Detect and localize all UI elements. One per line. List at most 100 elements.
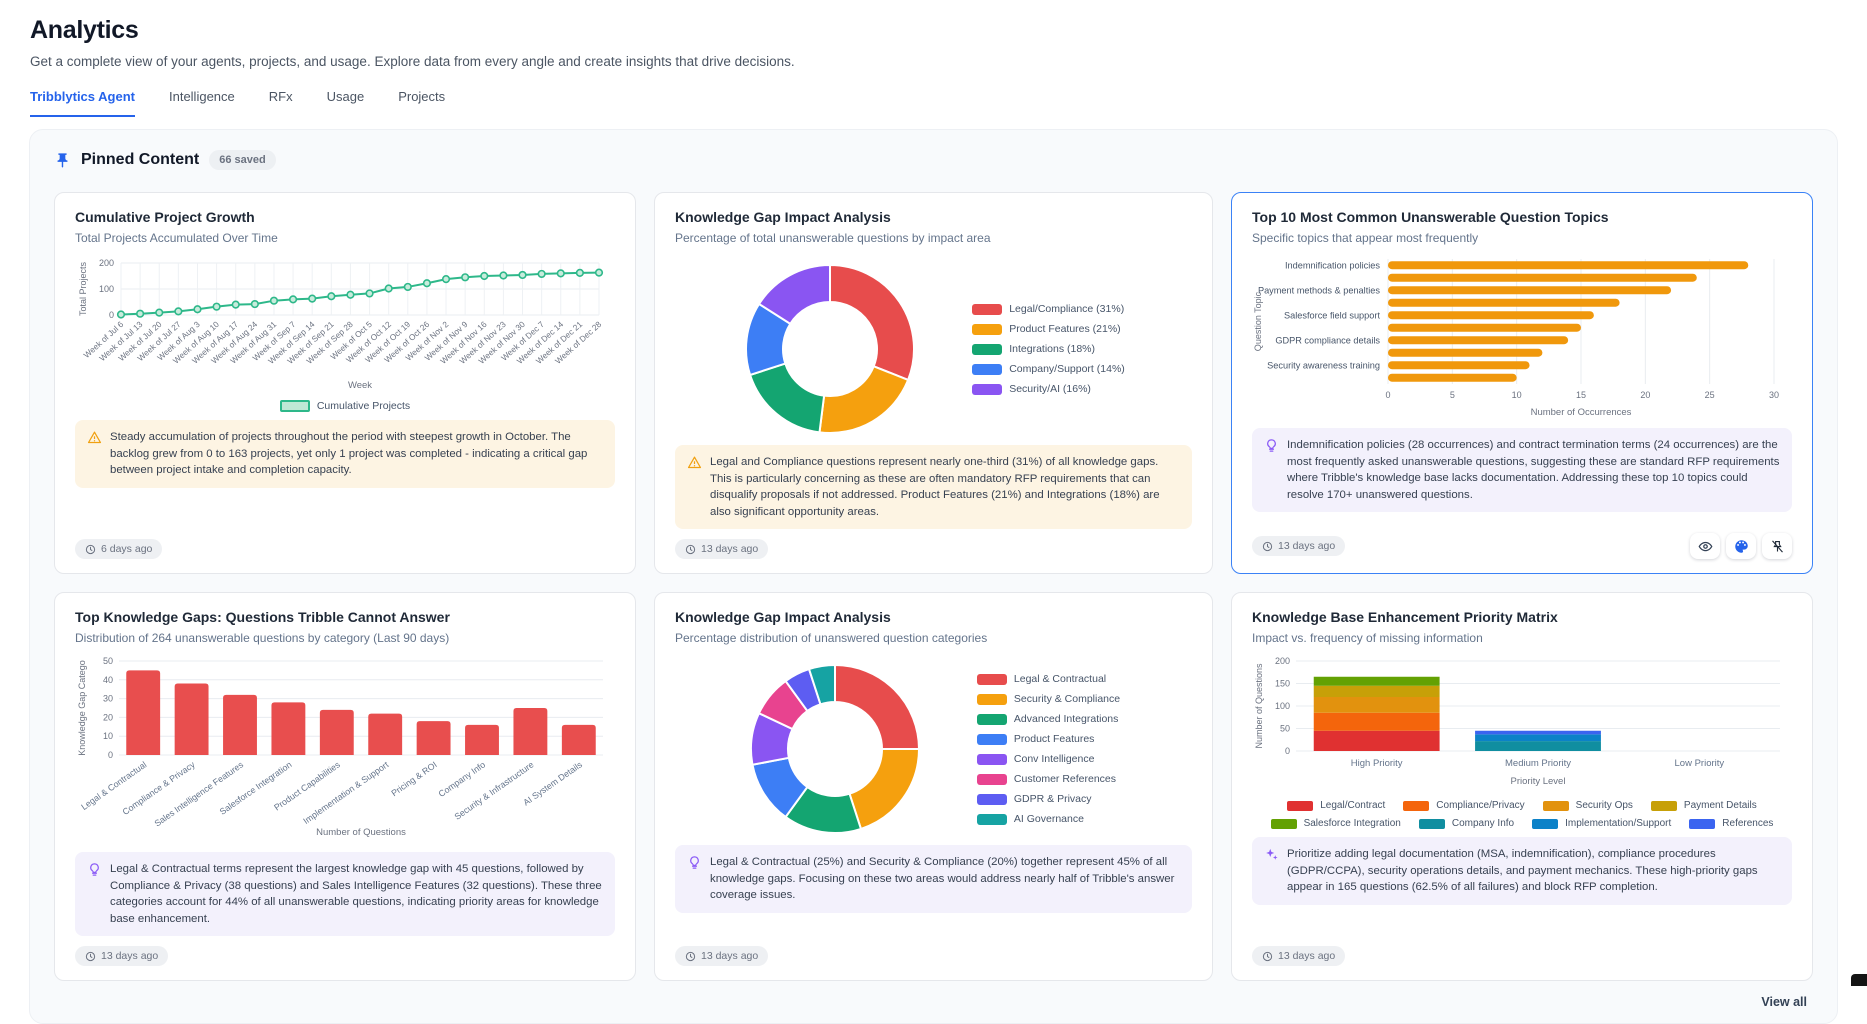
svg-text:High Priority: High Priority bbox=[1351, 758, 1403, 769]
svg-text:0: 0 bbox=[108, 750, 113, 760]
lightbulb-icon bbox=[87, 862, 102, 877]
insight-text: Prioritize adding legal documentation (M… bbox=[1287, 848, 1758, 894]
sparkles-icon bbox=[1264, 847, 1279, 862]
svg-text:GDPR compliance details: GDPR compliance details bbox=[1275, 335, 1380, 345]
svg-text:0: 0 bbox=[1385, 390, 1390, 400]
insight-text: Steady accumulation of projects througho… bbox=[110, 431, 588, 477]
svg-text:Salesforce field support: Salesforce field support bbox=[1284, 310, 1380, 320]
tab-intelligence[interactable]: Intelligence bbox=[168, 89, 235, 104]
card-knowledge-gap-impact-analysis[interactable]: Knowledge Gap Impact Analysis Percentage… bbox=[654, 192, 1213, 575]
pinned-content-header: Pinned Content 66 saved bbox=[54, 150, 1813, 170]
pinned-cards-grid: Cumulative Project Growth Total Projects… bbox=[54, 192, 1813, 982]
card-title: Top 10 Most Common Unanswerable Question… bbox=[1252, 209, 1609, 225]
card-footer: 13 days ago bbox=[675, 936, 1192, 967]
svg-text:10: 10 bbox=[103, 731, 113, 741]
svg-text:Knowledge Gap Catego: Knowledge Gap Catego bbox=[77, 660, 87, 756]
tab-tribblytics-agent[interactable]: Tribblytics Agent bbox=[30, 89, 135, 117]
card-subtitle: Impact vs. frequency of missing informat… bbox=[1252, 631, 1483, 646]
svg-text:200: 200 bbox=[1275, 656, 1290, 666]
impact-area-donut-chart: Legal/Compliance (31%) Product Features (… bbox=[675, 255, 1192, 437]
cumulative-project-growth-line-chart: 0 100 200 Week of Jul 6 Week of Jul 13 Week o… bbox=[78, 258, 604, 412]
card-title: Cumulative Project Growth bbox=[75, 209, 255, 225]
lightbulb-icon bbox=[1264, 438, 1279, 453]
card-top-10-unanswerable-question-topics[interactable]: Top 10 Most Common Unanswerable Question… bbox=[1231, 192, 1813, 575]
insight-box: Indemnification policies (28 occurrences… bbox=[1252, 428, 1792, 513]
tab-projects[interactable]: Projects bbox=[398, 89, 446, 104]
svg-text:20: 20 bbox=[1640, 390, 1650, 400]
view-button[interactable] bbox=[1690, 533, 1720, 560]
insight-text: Legal & Contractual (25%) and Security &… bbox=[710, 856, 1175, 902]
unpin-button[interactable] bbox=[1762, 533, 1792, 560]
svg-text:0: 0 bbox=[1285, 746, 1290, 756]
svg-text:20: 20 bbox=[103, 713, 113, 723]
svg-text:Indemnification policies: Indemnification policies bbox=[1285, 260, 1380, 270]
card-subtitle: Total Projects Accumulated Over Time bbox=[75, 231, 278, 245]
tab-rfx[interactable]: RFx bbox=[268, 89, 293, 104]
svg-text:40: 40 bbox=[103, 675, 113, 685]
page-header: Analytics Get a complete view of your ag… bbox=[0, 0, 1867, 69]
svg-text:Company Info: Company Info bbox=[437, 760, 488, 800]
svg-text:Number of Questions: Number of Questions bbox=[1254, 663, 1264, 749]
corner-widget-edge bbox=[1851, 974, 1867, 986]
svg-text:Question Topic: Question Topic bbox=[1253, 291, 1263, 351]
timestamp-text: 6 days ago bbox=[101, 543, 153, 556]
card-footer: 13 days ago bbox=[1252, 936, 1792, 967]
saved-count-badge: 66 saved bbox=[209, 150, 276, 170]
insight-text: Indemnification policies (28 occurrences… bbox=[1287, 439, 1780, 501]
card-title: Top Knowledge Gaps: Questions Tribble Ca… bbox=[75, 609, 450, 626]
svg-text:Security & Infrastructure: Security & Infrastructure bbox=[453, 760, 536, 822]
svg-text:50: 50 bbox=[103, 656, 113, 666]
palette-icon bbox=[1734, 539, 1749, 554]
svg-text:25: 25 bbox=[1705, 390, 1715, 400]
pin-icon bbox=[54, 152, 71, 169]
svg-text:Low Priority: Low Priority bbox=[1675, 758, 1725, 769]
card-title: Knowledge Base Enhancement Priority Matr… bbox=[1252, 609, 1558, 626]
card-footer: 13 days ago bbox=[1252, 523, 1792, 560]
unpin-icon bbox=[1770, 539, 1785, 554]
card-footer: 13 days ago bbox=[675, 529, 1192, 560]
timestamp-pill: 6 days ago bbox=[75, 539, 163, 560]
card-top-knowledge-gaps[interactable]: Top Knowledge Gaps: Questions Tribble Ca… bbox=[54, 592, 636, 982]
timestamp-pill: 13 days ago bbox=[1252, 536, 1346, 557]
card-priority-matrix[interactable]: Knowledge Base Enhancement Priority Matr… bbox=[1231, 592, 1813, 982]
pinned-content-title: Pinned Content bbox=[81, 151, 200, 168]
timestamp-pill: 13 days ago bbox=[675, 946, 769, 967]
timestamp-text: 13 days ago bbox=[101, 950, 159, 963]
timestamp-text: 13 days ago bbox=[701, 950, 759, 963]
svg-text:Number of Occurrences: Number of Occurrences bbox=[1531, 407, 1632, 415]
svg-text:Medium Priority: Medium Priority bbox=[1505, 758, 1571, 769]
timestamp-text: 13 days ago bbox=[1278, 540, 1336, 553]
card-footer: 6 days ago bbox=[75, 529, 615, 560]
card-subtitle: Distribution of 264 unanswerable questio… bbox=[75, 631, 450, 646]
question-topics-hbar-chart: 0 5 10 15 20 25 30 Indemnification policies Paym… bbox=[1252, 255, 1792, 420]
warning-icon bbox=[87, 430, 102, 445]
pinned-content-panel: Pinned Content 66 saved Cumulative Proje… bbox=[29, 129, 1838, 1024]
card-knowledge-gap-impact-analysis-2[interactable]: Knowledge Gap Impact Analysis Percentage… bbox=[654, 592, 1213, 982]
view-all-link[interactable]: View all bbox=[1761, 995, 1807, 1010]
clock-icon bbox=[1262, 541, 1273, 552]
card-cumulative-project-growth[interactable]: Cumulative Project Growth Total Projects… bbox=[54, 192, 636, 575]
insight-box: Legal & Contractual terms represent the … bbox=[75, 852, 615, 937]
knowledge-gaps-bar-chart: 0 10 20 30 40 50 Legal & Contractual Compliance… bbox=[75, 655, 615, 844]
card-subtitle: Specific topics that appear most frequen… bbox=[1252, 231, 1479, 245]
tab-usage[interactable]: Usage bbox=[326, 89, 365, 104]
svg-text:10: 10 bbox=[1512, 390, 1522, 400]
theme-button[interactable] bbox=[1726, 533, 1756, 560]
svg-text:50: 50 bbox=[1280, 724, 1290, 734]
insight-box: Steady accumulation of projects througho… bbox=[75, 420, 615, 488]
insight-text: Legal and Compliance questions represent… bbox=[710, 456, 1160, 518]
insight-text: Legal & Contractual terms represent the … bbox=[110, 863, 602, 925]
insight-box: Legal & Contractual (25%) and Security &… bbox=[675, 845, 1192, 913]
insight-box: Prioritize adding legal documentation (M… bbox=[1252, 837, 1792, 905]
svg-text:Security awareness training: Security awareness training bbox=[1267, 360, 1380, 370]
clock-icon bbox=[85, 544, 96, 555]
svg-text:200: 200 bbox=[99, 258, 114, 268]
svg-text:Implementation & Support: Implementation & Support bbox=[301, 759, 391, 826]
svg-text:Number of Questions: Number of Questions bbox=[316, 827, 406, 838]
svg-text:15: 15 bbox=[1576, 390, 1586, 400]
svg-text:Week: Week bbox=[348, 380, 372, 391]
svg-text:100: 100 bbox=[1275, 701, 1290, 711]
lightbulb-icon bbox=[687, 855, 702, 870]
page-subtitle: Get a complete view of your agents, proj… bbox=[30, 54, 795, 69]
svg-text:30: 30 bbox=[1769, 390, 1779, 400]
